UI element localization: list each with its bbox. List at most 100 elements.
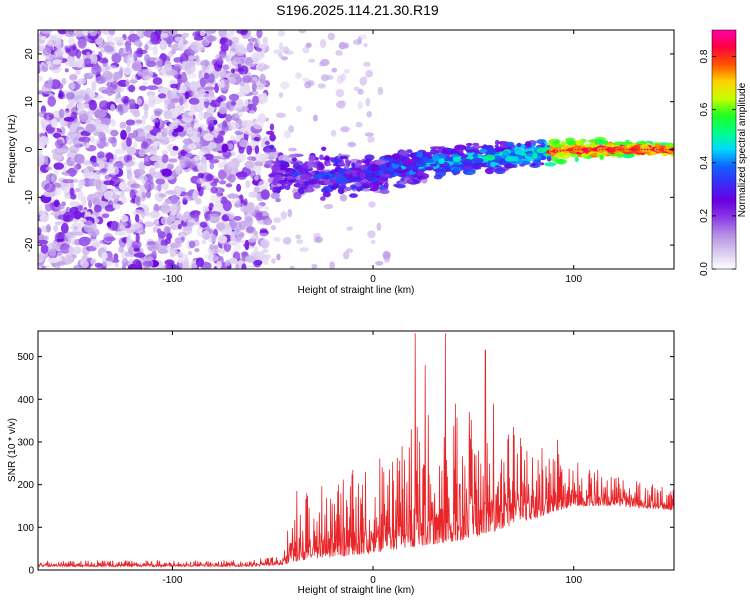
- noise-blob: [110, 188, 120, 193]
- noise-blob: [141, 191, 147, 199]
- noise-blob: [170, 98, 181, 103]
- signal-blob: [263, 163, 271, 168]
- signal-blob: [402, 159, 416, 166]
- noise-blob: [253, 136, 260, 142]
- noise-blob: [168, 122, 179, 130]
- spectrogram-x-ticks: -100 0 100: [162, 30, 582, 285]
- noise-blob: [84, 57, 92, 65]
- signal-blob: [421, 157, 429, 162]
- noise-blob: [146, 85, 159, 91]
- noise-blob: [45, 114, 50, 121]
- noise-blob: [102, 70, 113, 81]
- noise-blob: [126, 238, 131, 246]
- noise-blob: [38, 142, 46, 151]
- signal-blob: [288, 154, 297, 159]
- noise-blob: [47, 96, 56, 107]
- noise-blob: [118, 181, 128, 191]
- noise-blob: [244, 160, 255, 169]
- noise-blob: [254, 145, 260, 155]
- noise-blob: [315, 236, 323, 243]
- noise-blob: [253, 186, 260, 193]
- signal-blob: [462, 168, 476, 176]
- noise-blob: [111, 52, 122, 64]
- noise-blob: [101, 30, 111, 35]
- noise-blob: [120, 215, 129, 223]
- noise-blob: [199, 30, 206, 37]
- noise-blob: [92, 131, 102, 136]
- noise-blob: [364, 132, 374, 137]
- noise-blob: [228, 143, 235, 151]
- noise-blob: [218, 56, 223, 62]
- noise-blob: [126, 136, 132, 147]
- noise-blob: [126, 125, 132, 133]
- noise-blob: [51, 118, 58, 128]
- noise-blob: [204, 30, 217, 35]
- noise-blob: [167, 163, 175, 170]
- signal-blob: [264, 140, 270, 146]
- signal-blob: [339, 155, 349, 160]
- noise-blob: [70, 222, 83, 232]
- noise-blob: [119, 121, 127, 129]
- signal-blob: [517, 159, 523, 165]
- noise-blob: [40, 244, 49, 254]
- noise-blob: [207, 35, 217, 42]
- noise-blob: [295, 72, 302, 79]
- signal-blob: [398, 150, 410, 156]
- noise-blob: [375, 260, 384, 266]
- noise-blob: [73, 210, 82, 220]
- signal-blob: [268, 155, 275, 160]
- noise-blob: [345, 248, 354, 253]
- noise-blob: [94, 109, 107, 119]
- noise-blob: [62, 178, 74, 184]
- noise-blob: [130, 183, 141, 189]
- noise-blob: [94, 262, 102, 268]
- noise-blob: [92, 223, 97, 230]
- noise-blob: [155, 58, 164, 68]
- noise-blob: [239, 139, 249, 148]
- signal-blob: [344, 170, 352, 175]
- noise-blob: [170, 242, 182, 249]
- noise-blob: [89, 30, 98, 37]
- noise-blob: [200, 38, 210, 47]
- signal-blob: [524, 141, 532, 147]
- signal-blob: [551, 142, 557, 148]
- noise-blob: [145, 190, 151, 199]
- noise-blob: [44, 182, 56, 193]
- signal-blob: [408, 178, 413, 183]
- signal-blob: [416, 151, 424, 158]
- signal-blob: [288, 179, 294, 183]
- noise-blob: [295, 234, 302, 240]
- noise-blob: [355, 121, 363, 128]
- noise-blob: [224, 79, 229, 85]
- noise-blob: [263, 217, 273, 226]
- snr-frame: [37, 330, 675, 571]
- noise-blob: [179, 52, 189, 63]
- noise-blob: [231, 101, 236, 106]
- signal-blob: [541, 156, 546, 160]
- noise-blob: [196, 45, 206, 52]
- noise-blob: [100, 168, 107, 173]
- noise-blob: [209, 243, 215, 251]
- noise-blob: [143, 103, 150, 112]
- noise-blob: [38, 252, 45, 263]
- signal-blob: [332, 173, 338, 178]
- noise-blob: [198, 92, 211, 102]
- noise-blob: [76, 102, 85, 111]
- noise-blob: [199, 221, 208, 228]
- signal-blob: [276, 170, 287, 174]
- noise-blob: [70, 193, 77, 200]
- noise-blob: [276, 112, 286, 119]
- noise-blob: [201, 239, 207, 245]
- noise-blob: [296, 239, 304, 245]
- noise-blob: [187, 250, 193, 256]
- noise-blob: [112, 194, 121, 200]
- noise-blob: [67, 45, 79, 57]
- noise-blob: [258, 180, 269, 191]
- colorbar-ticks: 0.0 0.2 0.4 0.6 0.8: [699, 49, 736, 276]
- noise-blob: [164, 99, 171, 106]
- noise-blob: [209, 162, 215, 170]
- noise-blob: [249, 110, 256, 115]
- signal-blob: [454, 144, 467, 151]
- signal-blob: [474, 149, 479, 153]
- noise-blob: [185, 62, 196, 74]
